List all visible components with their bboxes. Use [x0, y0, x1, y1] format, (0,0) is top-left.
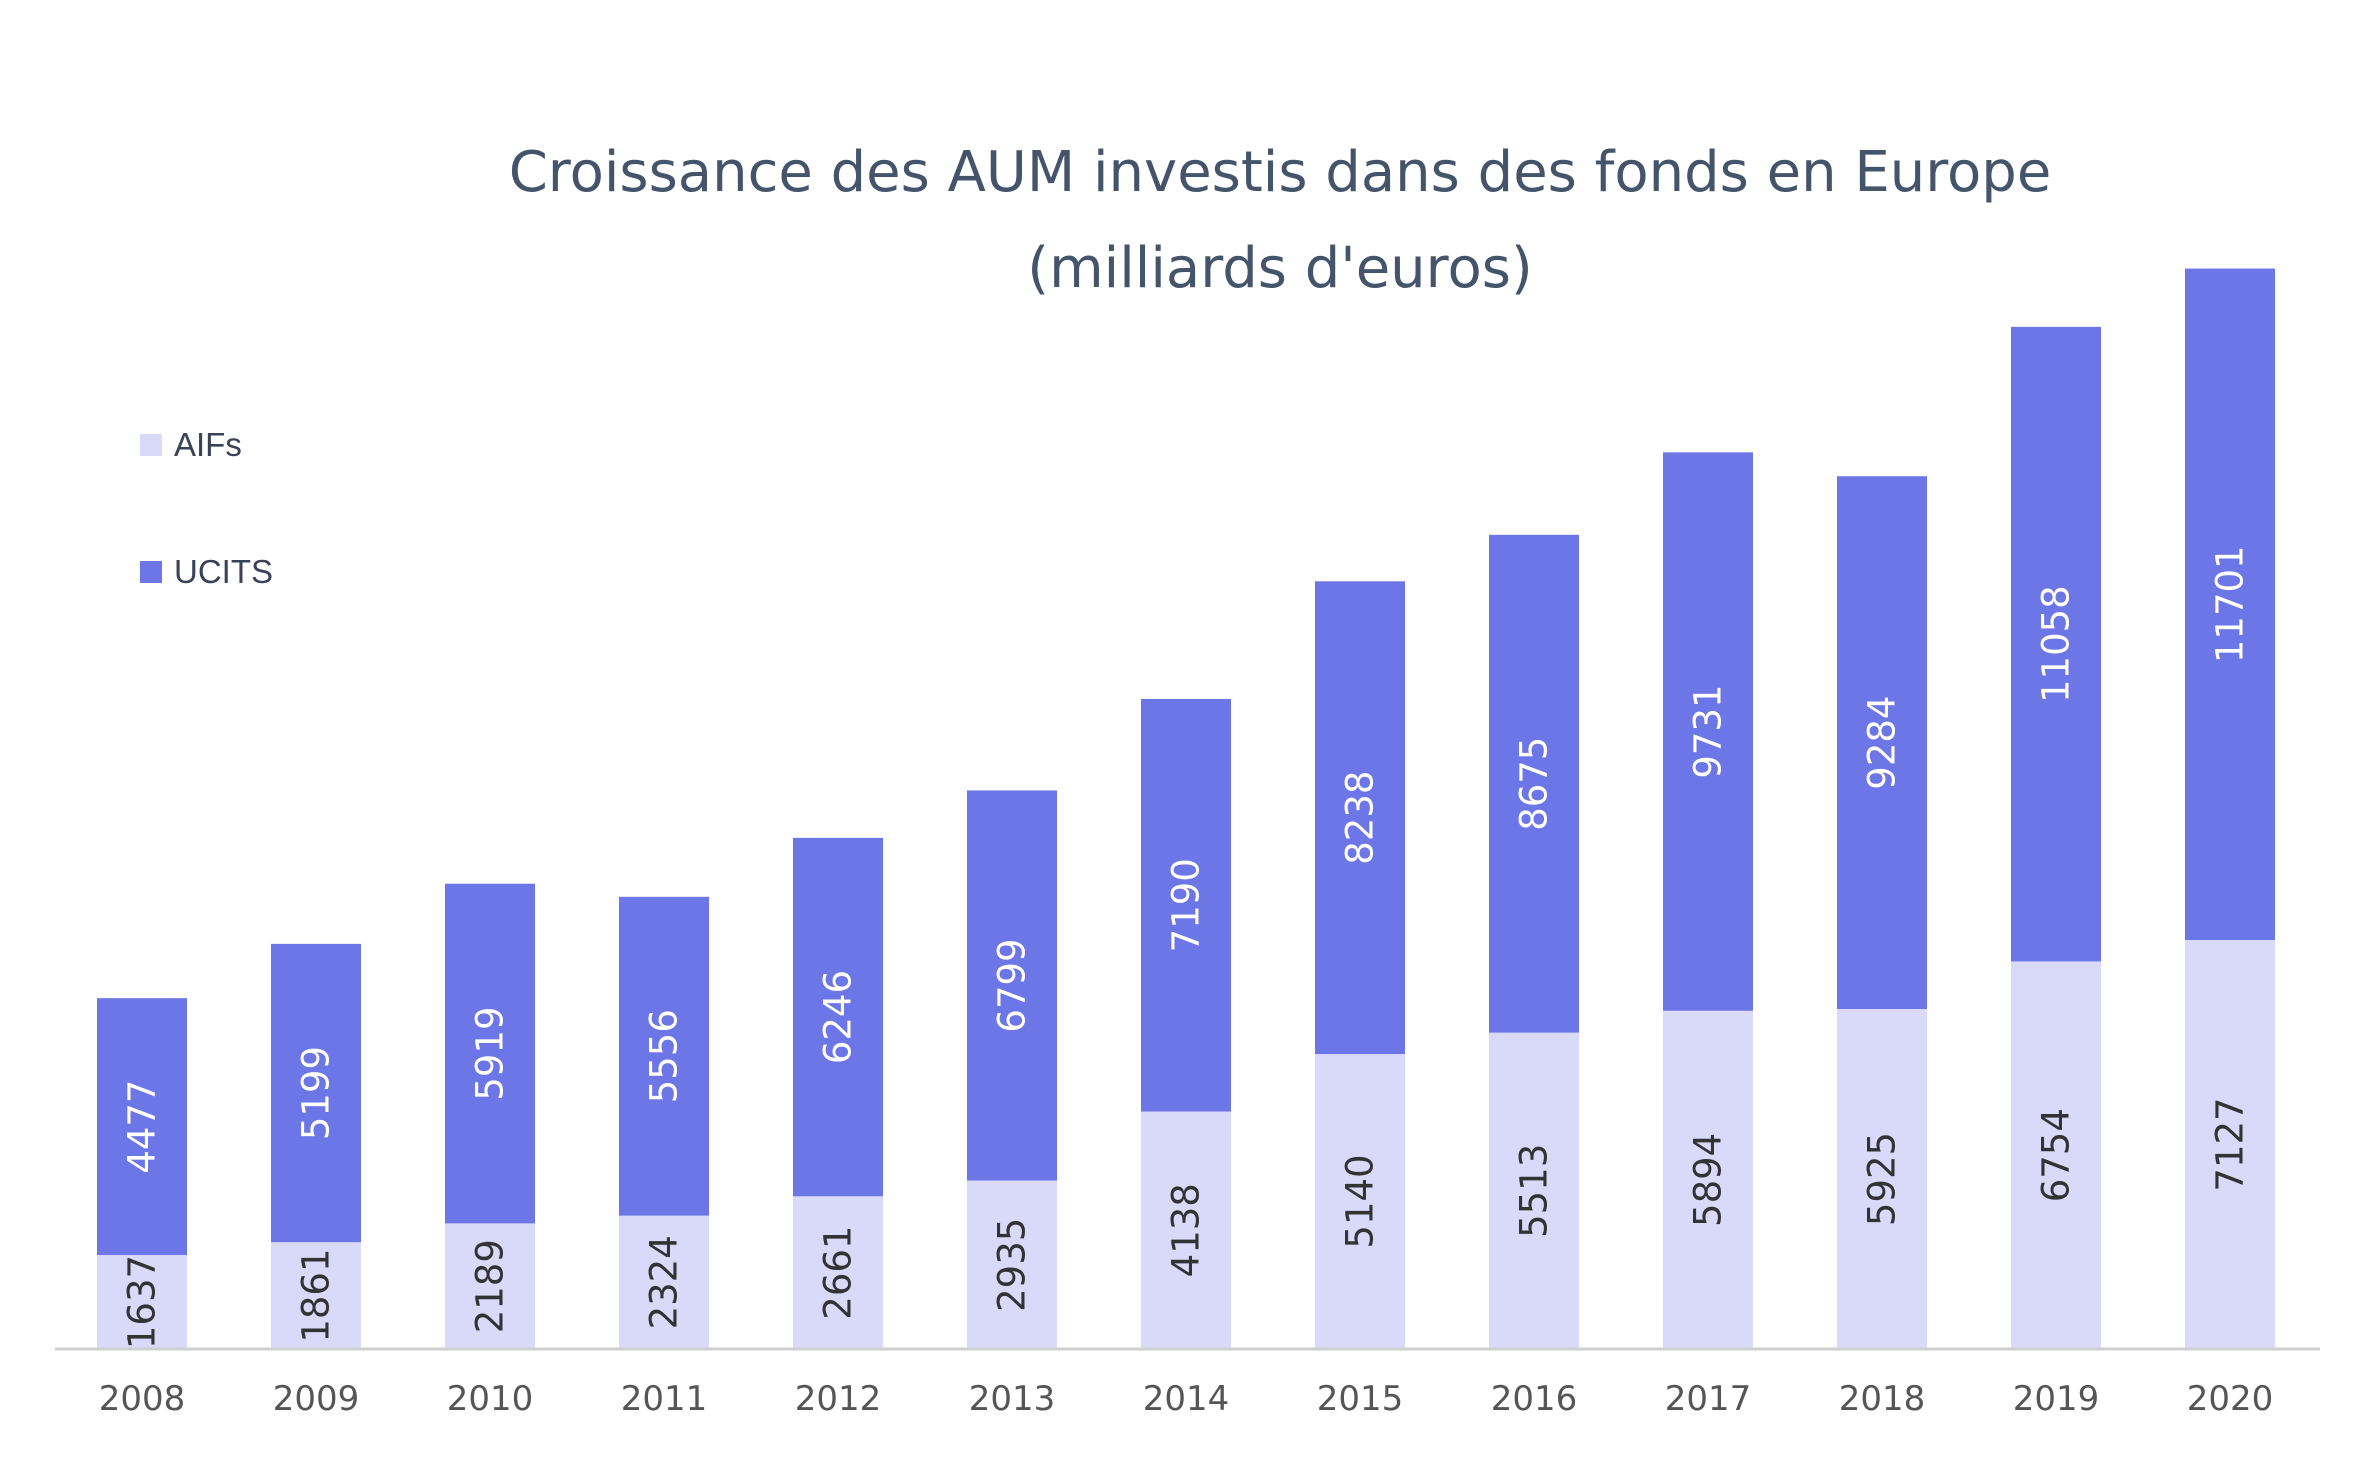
- bar-ucits-2018: [1837, 476, 1927, 1009]
- data-label-ucits-2012: 6246: [817, 970, 860, 1064]
- data-label-ucits-2008: 4477: [121, 1080, 164, 1174]
- data-label-ucits-2018: 9284: [1861, 696, 1904, 790]
- data-label-ucits-2011: 5556: [643, 1009, 686, 1103]
- bar-aifs-2014: [1141, 1111, 1231, 1349]
- x-tick-label-2011: 2011: [621, 1379, 708, 1419]
- legend-label-ucits: UCITS: [174, 553, 273, 590]
- bar-ucits-2012: [793, 837, 883, 1197]
- bar-aifs-2015: [1315, 1054, 1405, 1349]
- data-label-aifs-2013: 2935: [991, 1218, 1034, 1312]
- legend: AIFs UCITS: [140, 420, 273, 674]
- x-tick-label-2012: 2012: [795, 1379, 882, 1419]
- data-label-aifs-2018: 5925: [1861, 1132, 1904, 1226]
- data-label-aifs-2019: 6754: [2035, 1108, 2078, 1202]
- data-label-aifs-2010: 2189: [469, 1239, 512, 1333]
- bar-aifs-2009: [271, 1242, 361, 1349]
- data-label-aifs-2009: 1861: [295, 1249, 338, 1343]
- legend-swatch-aifs: [140, 434, 162, 456]
- data-label-ucits-2019: 11058: [2035, 585, 2078, 703]
- x-tick-label-2013: 2013: [969, 1379, 1056, 1419]
- x-tick-label-2014: 2014: [1143, 1379, 1230, 1419]
- data-label-ucits-2015: 8238: [1339, 771, 1382, 865]
- data-label-ucits-2014: 7190: [1165, 858, 1208, 952]
- data-label-ucits-2013: 6799: [991, 938, 1034, 1032]
- data-label-aifs-2017: 5894: [1687, 1133, 1730, 1227]
- bar-ucits-2011: [619, 896, 709, 1216]
- bar-ucits-2017: [1663, 452, 1753, 1011]
- x-tick-label-2017: 2017: [1665, 1379, 1752, 1419]
- data-label-ucits-2016: 8675: [1513, 737, 1556, 831]
- bar-aifs-2011: [619, 1215, 709, 1349]
- bar-aifs-2017: [1663, 1010, 1753, 1349]
- x-tick-label-2020: 2020: [2187, 1379, 2274, 1419]
- x-tick-label-2016: 2016: [1491, 1379, 1578, 1419]
- bar-ucits-2016: [1489, 534, 1579, 1033]
- bar-ucits-2015: [1315, 581, 1405, 1055]
- bar-ucits-2013: [967, 790, 1057, 1181]
- x-tick-label-2008: 2008: [99, 1379, 186, 1419]
- bar-aifs-2008: [97, 1255, 187, 1349]
- bar-aifs-2018: [1837, 1008, 1927, 1349]
- x-tick-label-2009: 2009: [273, 1379, 360, 1419]
- bar-aifs-2010: [445, 1223, 535, 1349]
- data-label-aifs-2020: 7127: [2209, 1097, 2252, 1191]
- data-label-ucits-2017: 9731: [1687, 684, 1730, 778]
- bar-ucits-2019: [2011, 326, 2101, 962]
- bars-group: 1637 4477 1861 5199 2189 5919 2324 5556 2661 6246…: [97, 268, 2275, 1349]
- legend-swatch-ucits: [140, 561, 162, 583]
- data-label-aifs-2011: 2324: [643, 1235, 686, 1329]
- bar-ucits-2014: [1141, 698, 1231, 1112]
- bar-aifs-2012: [793, 1196, 883, 1349]
- data-label-aifs-2016: 5513: [1513, 1144, 1556, 1238]
- x-axis-ticks: 2008 2009 2010 2011 2012 2013 2014 2015 2016 2017…: [99, 1379, 2274, 1419]
- bar-ucits-2010: [445, 883, 535, 1224]
- legend-item-ucits: UCITS: [140, 547, 273, 597]
- bar-aifs-2016: [1489, 1032, 1579, 1349]
- x-tick-label-2019: 2019: [2013, 1379, 2100, 1419]
- bar-ucits-2009: [271, 943, 361, 1243]
- bar-aifs-2013: [967, 1180, 1057, 1349]
- x-tick-label-2010: 2010: [447, 1379, 534, 1419]
- x-tick-label-2015: 2015: [1317, 1379, 1404, 1419]
- bar-aifs-2019: [2011, 961, 2101, 1349]
- bar-aifs-2020: [2185, 940, 2275, 1349]
- x-tick-label-2018: 2018: [1839, 1379, 1926, 1419]
- bar-ucits-2008: [97, 998, 187, 1256]
- data-label-aifs-2014: 4138: [1165, 1183, 1208, 1277]
- legend-item-aifs: AIFs: [140, 420, 273, 470]
- bar-ucits-2020: [2185, 268, 2275, 941]
- chart-title: Croissance des AUM investis dans des fon…: [508, 140, 2052, 301]
- data-label-ucits-2020: 11701: [2209, 545, 2252, 663]
- data-label-ucits-2010: 5919: [469, 1006, 512, 1100]
- legend-label-aifs: AIFs: [174, 426, 242, 463]
- data-label-ucits-2009: 5199: [295, 1046, 338, 1140]
- data-label-aifs-2015: 5140: [1339, 1154, 1382, 1248]
- data-label-aifs-2008: 1637: [121, 1255, 164, 1349]
- data-label-aifs-2012: 2661: [817, 1226, 860, 1320]
